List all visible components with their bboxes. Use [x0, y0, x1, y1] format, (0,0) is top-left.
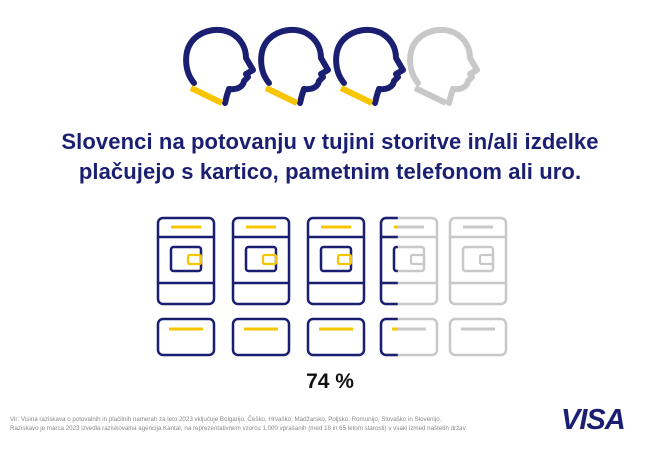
card-outline [306, 317, 366, 357]
card-wallet-icon [306, 216, 366, 357]
phone-outline [306, 216, 366, 306]
card-outline [379, 317, 398, 357]
payment-devices-row [156, 216, 508, 357]
head-collar [189, 85, 224, 106]
head-profile-icon [258, 26, 331, 106]
headline-line-2: plačujejo s kartico, pametnim telefonom … [78, 159, 582, 184]
wallet-clasp [409, 253, 426, 266]
card-outline [156, 317, 216, 357]
phone-outline [156, 216, 216, 306]
head-profile-icon [183, 26, 256, 106]
phone-outline [231, 216, 291, 306]
head-collar [264, 85, 299, 106]
headline: Slovenci na potovanju v tujini storitve … [0, 127, 660, 187]
visa-logo-text: VISA [561, 404, 625, 434]
share-value: 74 % [306, 370, 354, 393]
footnote-line-1: Vir: Visina raziskava o potovalnih in pl… [10, 416, 442, 423]
head-profile-icon [333, 26, 406, 106]
head-collar [339, 85, 374, 106]
wallet-icon [244, 245, 278, 273]
phone-outline [379, 216, 439, 306]
card-wallet-icon [379, 216, 439, 357]
footnote-line-2: Raziskavo je marca 2023 izvedla raziskov… [10, 425, 467, 432]
wallet-icon [392, 245, 398, 273]
wallet-icon [392, 245, 426, 273]
headline-line-1: Slovenci na potovanju v tujini storitve … [61, 129, 599, 154]
head-outline [183, 26, 256, 106]
device-filled-part [379, 216, 424, 357]
card-wallet-icon [448, 216, 508, 357]
card-outline [231, 317, 291, 357]
heads-row [183, 26, 480, 106]
card-wallet-icon [156, 216, 216, 357]
phone-outline [379, 216, 398, 306]
wallet-clasp [261, 253, 278, 266]
source-footnote: Vir: Visina raziskava o potovalnih in pl… [10, 415, 530, 433]
card-outline [379, 317, 439, 357]
wallet-clasp [411, 255, 424, 264]
wallet-icon [461, 245, 495, 273]
card-wallet-icon [231, 216, 291, 357]
head-outline [333, 26, 406, 106]
wallet-icon [169, 245, 203, 273]
wallet-clasp [478, 253, 495, 266]
wallet-clasp [336, 253, 353, 266]
phone-outline [448, 216, 508, 306]
wallet-icon [319, 245, 353, 273]
wallet-clasp [186, 253, 203, 266]
head-collar [413, 85, 448, 106]
card-outline [448, 317, 508, 357]
head-outline [258, 26, 331, 106]
visa-logo: VISA [561, 404, 626, 434]
head-outline [407, 26, 480, 106]
head-profile-icon [407, 26, 480, 106]
device-grey-part [379, 216, 439, 357]
